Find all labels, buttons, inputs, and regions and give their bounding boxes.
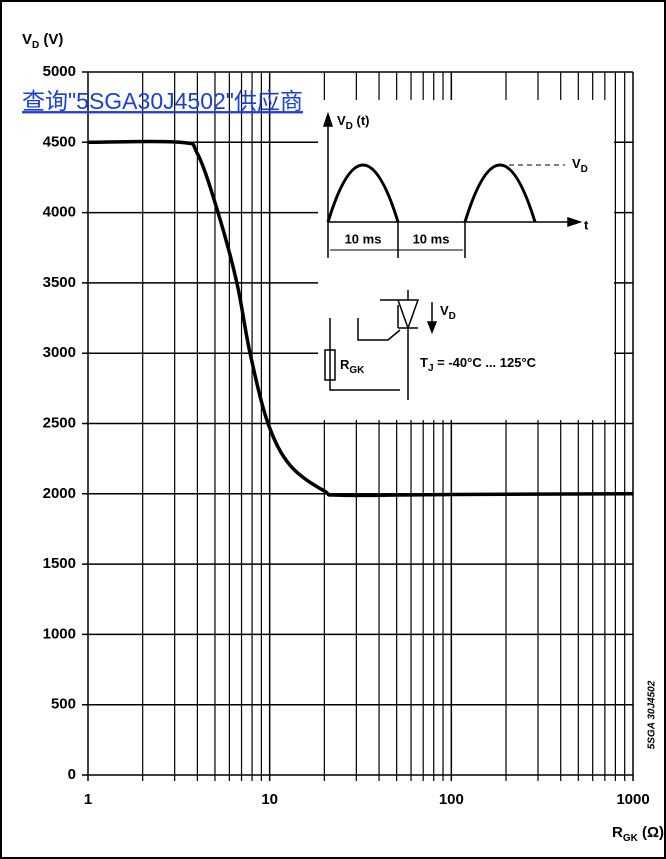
data-line (87, 139, 634, 498)
supplier-link[interactable]: 查询"5SGA30J4502"供应商 (22, 88, 303, 114)
inset-text: VD (572, 156, 588, 174)
y-tick-label: 4000 (43, 204, 76, 221)
arrow (426, 321, 438, 335)
y-tick-label: 0 (68, 766, 76, 783)
t2: J (428, 363, 434, 374)
grid: 0 500 1000 1500 2000 2500 3000 3500 4000 4500 5000… (43, 63, 650, 808)
y-tick-label: 3000 (43, 344, 76, 361)
y-tick-label: 3500 (43, 274, 76, 291)
y-tick-label: 4500 (43, 133, 76, 150)
x-label-sub: GK (623, 833, 639, 844)
arrow (567, 216, 583, 228)
y-tick-label: 500 (51, 696, 76, 713)
t1: R (340, 357, 350, 372)
arrow (322, 111, 334, 127)
inset-text: VD (440, 303, 456, 321)
circuit-wire (329, 290, 409, 400)
t1: V (337, 113, 346, 128)
t2: D (449, 311, 456, 322)
inset-text: VD (t) (337, 113, 370, 131)
inset-text: t (584, 217, 589, 232)
t2: GK (349, 365, 365, 376)
inset-text: TJ = -40°C ... 125°C (420, 355, 537, 373)
y-tick-label: 5000 (43, 63, 76, 80)
t2: D (346, 121, 353, 132)
y-axis-label: VD (V) (22, 31, 63, 51)
y-label-unit: (V) (39, 31, 63, 48)
y-label-sub: D (32, 40, 39, 51)
inset-labels: VD (t) VD t 10 ms 10 ms VD RGK TJ = -40°… (337, 113, 589, 375)
inset-text: 10 ms (413, 231, 450, 246)
t1: V (440, 303, 449, 318)
plot (87, 139, 634, 498)
t3: (t) (353, 113, 370, 128)
t1: V (572, 156, 581, 171)
y-tick-label: 2000 (43, 485, 76, 502)
y-tick-label: 2500 (43, 414, 76, 431)
y-tick-label: 1500 (43, 555, 76, 572)
t1: T (420, 355, 428, 370)
y-tick-label: 1000 (43, 625, 76, 642)
x-axis-label: RGK (Ω) (612, 824, 664, 844)
x-label-unit: (Ω) (638, 824, 664, 841)
resistor (324, 349, 336, 381)
inset (322, 111, 583, 400)
inset-text: 10 ms (345, 231, 382, 246)
half-sine (326, 163, 400, 223)
x-tick-label: 1 (84, 791, 92, 808)
t3: = -40°C ... 125°C (434, 355, 537, 370)
inset-text: RGK (340, 357, 365, 375)
x-label-main: R (612, 824, 623, 841)
x-tick-label: 1000 (616, 791, 649, 808)
inset-background (318, 100, 614, 420)
x-tick-label: 10 (261, 791, 278, 808)
side-label: 5SGA 30J4502 (647, 680, 658, 749)
x-tick-label: 100 (439, 791, 464, 808)
y-label-main: V (22, 31, 32, 48)
t2: D (581, 164, 588, 175)
